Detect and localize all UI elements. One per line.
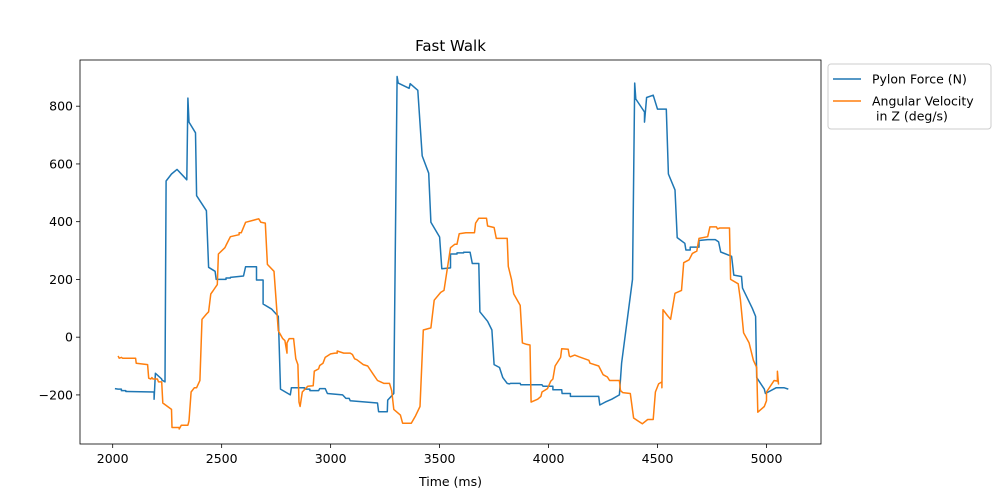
axes-frame: [79, 59, 822, 445]
y-tick-label: 600: [49, 156, 73, 171]
y-tick-label: 0: [65, 330, 73, 345]
y-tick-label: −200: [39, 387, 73, 402]
legend-frame: [827, 63, 992, 130]
x-axis: 2000 2500 3000 3500 4000 4500 5000: [97, 444, 783, 466]
x-tick-label: 3000: [315, 451, 347, 466]
series-line-1: [114, 75, 789, 413]
x-tick-label: 4500: [642, 451, 674, 466]
chart-title: Fast Walk: [415, 37, 486, 55]
x-tick-label: 2000: [97, 451, 129, 466]
y-axis: −200 0 200 400 600 800: [39, 99, 80, 402]
y-tick-label: 800: [49, 99, 73, 114]
series-lines: [114, 75, 789, 430]
y-tick-label: 400: [49, 214, 73, 229]
legend-label-2: Angular Velocity in Z (deg/s): [872, 94, 974, 124]
series-line-2: [117, 217, 780, 430]
legend: Pylon Force (N) Angular Velocity in Z (de…: [827, 63, 992, 130]
legend-label-1: Pylon Force (N): [872, 72, 967, 87]
x-tick-label: 2500: [206, 451, 238, 466]
x-tick-label: 3500: [424, 451, 456, 466]
y-tick-label: 200: [49, 272, 73, 287]
x-tick-label: 4000: [533, 451, 565, 466]
x-axis-label: Time (ms): [418, 474, 482, 489]
x-tick-label: 5000: [751, 451, 783, 466]
